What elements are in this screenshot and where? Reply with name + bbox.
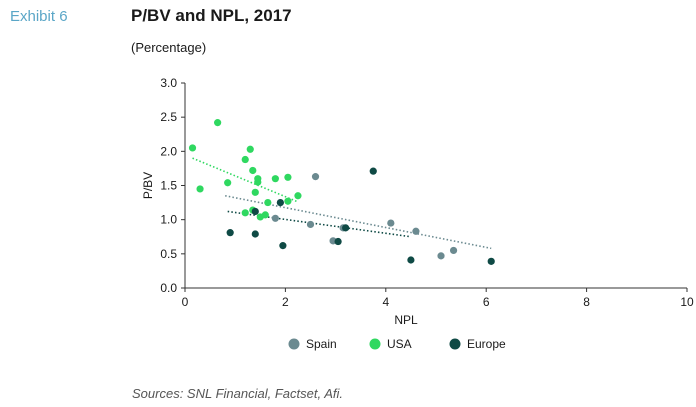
y-tick-label: 0.5 [160, 247, 177, 261]
chart-legend: Spain USA Europe [288, 337, 506, 351]
europe-data-point [487, 257, 495, 265]
y-tick-label: 2.0 [160, 144, 177, 158]
usa-trend-line [192, 157, 299, 203]
usa-data-point [249, 166, 257, 175]
chart-subtitle: (Percentage) [131, 40, 207, 55]
spain-data-point [449, 246, 458, 255]
spain-data-point [311, 173, 320, 181]
x-tick-label: 2 [282, 295, 289, 309]
usa-data-point [196, 185, 204, 193]
usa-data-point [284, 173, 292, 181]
data-points [188, 119, 495, 265]
spain-data-point [387, 219, 395, 227]
usa-legend-label: USA [387, 337, 412, 351]
exhibit-label: Exhibit 6 [10, 8, 68, 25]
y-tick-label: 1.5 [160, 179, 177, 193]
spain-data-point [412, 227, 420, 235]
usa-data-point [254, 178, 262, 186]
chart-title: P/BV and NPL, 2017 [131, 6, 292, 25]
y-tick-label: 3.0 [160, 76, 177, 90]
usa-data-point [271, 175, 279, 183]
europe-data-point [342, 224, 350, 232]
x-axis-label: NPL [394, 313, 418, 327]
x-tick-label: 10 [680, 295, 694, 309]
usa-data-point [224, 179, 232, 187]
usa-data-point [284, 197, 292, 205]
spain-legend-label: Spain [306, 337, 337, 351]
usa-data-point [251, 188, 259, 196]
usa-data-point [294, 192, 302, 200]
usa-data-point [241, 155, 249, 164]
europe-data-point [279, 242, 287, 250]
usa-data-point [261, 211, 269, 219]
spain-data-point [271, 214, 279, 222]
y-tick-label: 0.0 [160, 281, 177, 295]
europe-data-point [251, 207, 259, 216]
europe-data-point [407, 256, 415, 264]
sources-note: Sources: SNL Financial, Factset, Afi. [132, 386, 343, 401]
europe-data-point [369, 167, 377, 175]
europe-data-point [251, 230, 259, 238]
x-tick-label: 6 [483, 295, 490, 309]
europe-data-point [334, 237, 342, 246]
usa-data-point [246, 145, 254, 153]
usa-data-point [214, 119, 222, 127]
y-tick-label: 2.5 [160, 110, 177, 124]
trend-lines [192, 157, 492, 250]
usa-legend-marker [369, 338, 381, 350]
x-tick-label: 0 [182, 295, 189, 309]
europe-legend-label: Europe [467, 337, 506, 351]
europe-data-point [276, 198, 284, 207]
spain-data-point [306, 220, 315, 229]
spain-legend-marker [288, 338, 300, 350]
x-tick-label: 8 [583, 295, 590, 309]
scatter-chart: 0.0 0.5 1.0 1.5 2.0 2.5 3.0 0 2 4 6 8 10 NPL P/BV Spai… [141, 76, 694, 351]
europe-legend-marker [449, 338, 461, 350]
y-axis-label: P/BV [141, 172, 155, 199]
x-tick-label: 4 [382, 295, 389, 309]
usa-data-point [241, 209, 249, 217]
y-tick-label: 1.0 [160, 213, 177, 227]
chart-axes: 0.0 0.5 1.0 1.5 2.0 2.5 3.0 0 2 4 6 8 10 NPL P/BV [141, 76, 694, 327]
spain-data-point [437, 252, 445, 260]
usa-data-point [188, 144, 197, 152]
europe-data-point [226, 229, 234, 237]
usa-data-point [264, 198, 272, 207]
